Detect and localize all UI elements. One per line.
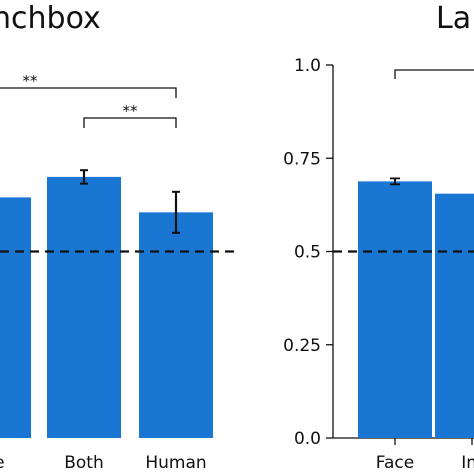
- bracket-line: [0, 87, 177, 98]
- left-panel-title: nchbox: [0, 1, 101, 36]
- bar-ge: [0, 197, 31, 438]
- error-bar-both: [80, 169, 88, 185]
- bar-im: [435, 193, 474, 438]
- significance-label: **: [123, 102, 139, 120]
- right-panel: 0.0 0.25 0.5 0.75 1.0 Face Im: [283, 56, 474, 473]
- bar-both: [47, 176, 121, 438]
- left-panel: ge Both Human ** **: [0, 72, 236, 473]
- significance-bracket-1: **: [0, 72, 177, 98]
- x-tick-label-im: Im: [461, 453, 474, 473]
- bracket-line: [394, 69, 474, 79]
- x-tick-label-face: Face: [376, 453, 414, 473]
- significance-bracket-2: **: [83, 102, 177, 128]
- error-bar-face: [390, 177, 400, 186]
- significance-label: **: [23, 72, 39, 90]
- bracket-line: [83, 117, 177, 128]
- significance-bracket-right: [394, 69, 474, 79]
- bar-human: [139, 212, 213, 438]
- x-tick-label-both: Both: [64, 453, 104, 473]
- y-tick-label: 0.25: [283, 336, 321, 356]
- y-tick-label: 0.0: [294, 429, 321, 449]
- bar-face: [358, 181, 432, 438]
- right-panel-title: La: [436, 1, 471, 36]
- x-tick-label-ge: ge: [0, 453, 5, 473]
- x-tick-label-human: Human: [145, 453, 206, 473]
- y-tick-label: 0.75: [283, 149, 321, 169]
- error-bar-human: [172, 190, 180, 234]
- y-tick-label: 1.0: [294, 56, 321, 76]
- y-tick-label: 0.5: [294, 243, 321, 263]
